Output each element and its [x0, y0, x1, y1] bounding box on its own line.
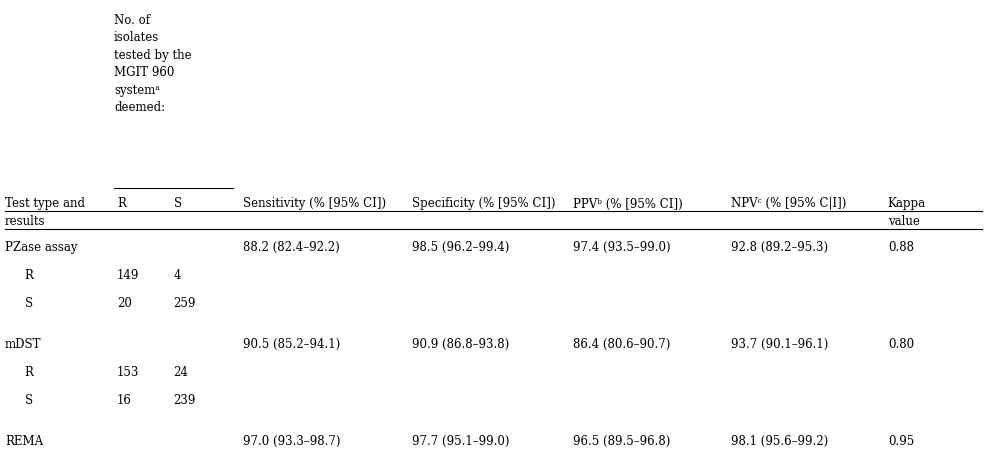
Text: Specificity (% [95% CI]): Specificity (% [95% CI]) [412, 197, 556, 211]
Text: S: S [174, 197, 182, 211]
Text: 0.88: 0.88 [888, 241, 914, 254]
Text: PZase assay: PZase assay [5, 241, 77, 254]
Text: 90.9 (86.8–93.8): 90.9 (86.8–93.8) [412, 338, 509, 351]
Text: 259: 259 [174, 297, 196, 310]
Text: R: R [117, 197, 126, 211]
Text: Sensitivity (% [95% CI]): Sensitivity (% [95% CI]) [243, 197, 386, 211]
Text: 97.4 (93.5–99.0): 97.4 (93.5–99.0) [573, 241, 671, 254]
Text: 98.1 (95.6–99.2): 98.1 (95.6–99.2) [731, 435, 828, 448]
Text: 97.7 (95.1–99.0): 97.7 (95.1–99.0) [412, 435, 509, 448]
Text: 149: 149 [117, 269, 140, 282]
Text: R: R [25, 269, 34, 282]
Text: 88.2 (82.4–92.2): 88.2 (82.4–92.2) [243, 241, 340, 254]
Text: Test type and
results: Test type and results [5, 197, 85, 228]
Text: 4: 4 [174, 269, 182, 282]
Text: R: R [25, 366, 34, 379]
Text: 93.7 (90.1–96.1): 93.7 (90.1–96.1) [731, 338, 828, 351]
Text: 16: 16 [117, 394, 132, 407]
Text: 0.80: 0.80 [888, 338, 914, 351]
Text: 20: 20 [117, 297, 132, 310]
Text: No. of
isolates
tested by the
MGIT 960
systemᵃ
deemed:: No. of isolates tested by the MGIT 960 s… [114, 14, 191, 114]
Text: 239: 239 [174, 394, 196, 407]
Text: 24: 24 [174, 366, 188, 379]
Text: 98.5 (96.2–99.4): 98.5 (96.2–99.4) [412, 241, 509, 254]
Text: 86.4 (80.6–90.7): 86.4 (80.6–90.7) [573, 338, 671, 351]
Text: 0.95: 0.95 [888, 435, 914, 448]
Text: PPVᵇ (% [95% CI]): PPVᵇ (% [95% CI]) [573, 197, 683, 211]
Text: 97.0 (93.3–98.7): 97.0 (93.3–98.7) [243, 435, 340, 448]
Text: S: S [25, 297, 33, 310]
Text: mDST: mDST [5, 338, 42, 351]
Text: 92.8 (89.2–95.3): 92.8 (89.2–95.3) [731, 241, 828, 254]
Text: 153: 153 [117, 366, 140, 379]
Text: REMA: REMA [5, 435, 43, 448]
Text: 90.5 (85.2–94.1): 90.5 (85.2–94.1) [243, 338, 340, 351]
Text: S: S [25, 394, 33, 407]
Text: Kappa
value: Kappa value [888, 197, 926, 228]
Text: NPVᶜ (% [95% C|I]): NPVᶜ (% [95% C|I]) [731, 197, 846, 211]
Text: 96.5 (89.5–96.8): 96.5 (89.5–96.8) [573, 435, 671, 448]
